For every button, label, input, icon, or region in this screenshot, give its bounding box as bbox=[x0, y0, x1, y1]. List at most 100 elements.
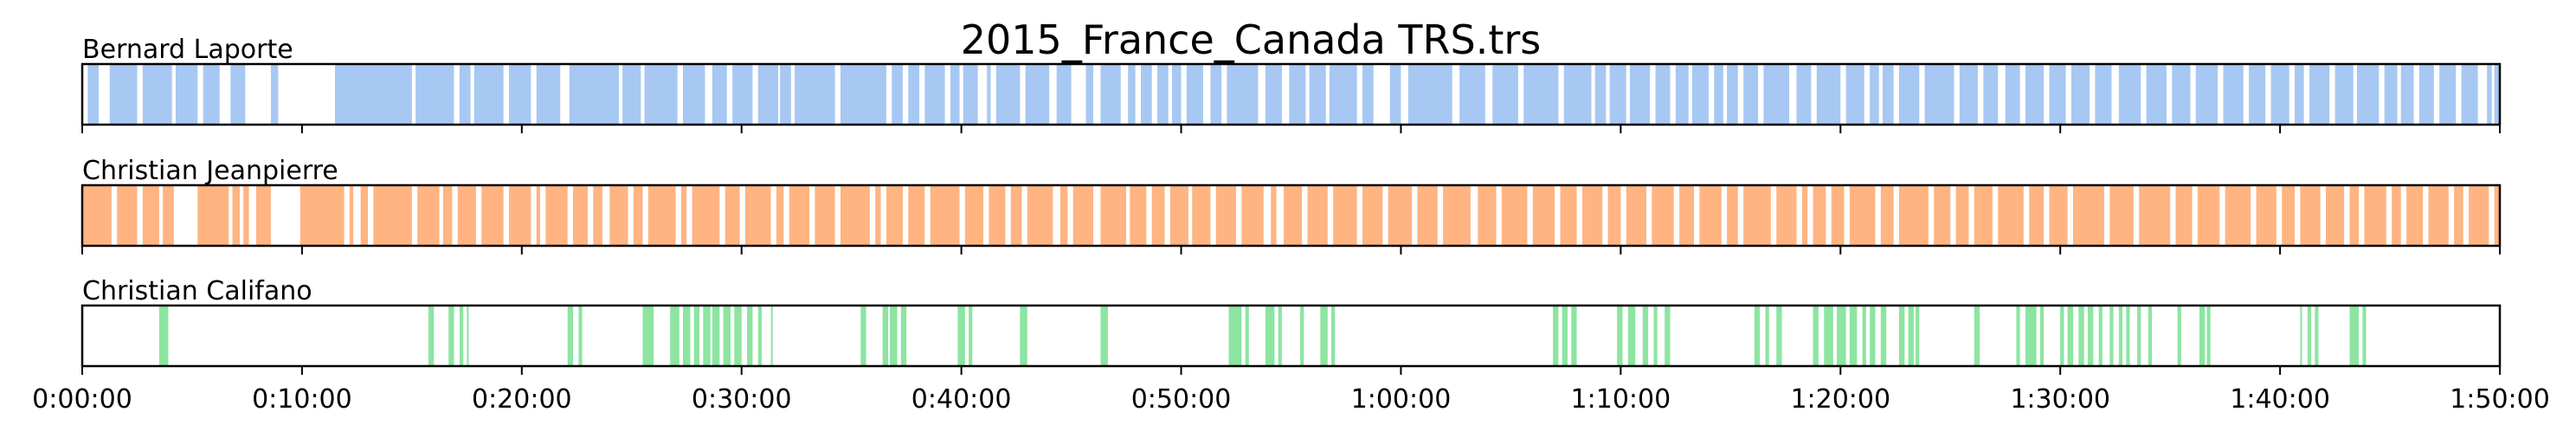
speech-segment bbox=[957, 306, 965, 366]
speech-segment bbox=[989, 185, 1006, 246]
speech-segment bbox=[2418, 64, 2434, 125]
speech-segment bbox=[609, 185, 628, 246]
speech-segment bbox=[2039, 306, 2045, 366]
speech-segment bbox=[1563, 64, 1592, 125]
speech-segment bbox=[1560, 185, 1577, 246]
chart-title: 2015_France_Canada TRS.trs bbox=[961, 16, 1541, 63]
speech-segment bbox=[642, 306, 654, 366]
speech-segment bbox=[1362, 64, 1374, 125]
speech-segment bbox=[633, 185, 643, 246]
speech-segment bbox=[459, 64, 471, 125]
speech-segment bbox=[1870, 306, 1876, 366]
x-tick-label: 0:40:00 bbox=[911, 384, 1012, 415]
speech-segment bbox=[2109, 306, 2114, 366]
speech-segment bbox=[964, 185, 984, 246]
speech-segment bbox=[2195, 64, 2219, 125]
speech-segment bbox=[2098, 306, 2103, 366]
x-tick-label: 1:20:00 bbox=[1790, 384, 1890, 415]
speech-segment bbox=[860, 306, 866, 366]
speech-segment bbox=[2325, 185, 2345, 246]
speech-segment bbox=[1652, 185, 1674, 246]
speech-segment bbox=[1617, 306, 1623, 366]
speech-segment bbox=[1679, 185, 1694, 246]
speech-segment bbox=[1831, 185, 1845, 246]
speech-segment bbox=[1265, 64, 1282, 125]
speech-segment bbox=[2256, 185, 2277, 246]
x-tick-label: 0:20:00 bbox=[472, 384, 572, 415]
speech-segment bbox=[270, 64, 279, 125]
speech-segment bbox=[569, 64, 619, 125]
speech-segment bbox=[175, 64, 198, 125]
speech-segment bbox=[1056, 64, 1072, 125]
speech-segment bbox=[2148, 306, 2152, 366]
speech-segment bbox=[1100, 306, 1108, 366]
speech-segment bbox=[1020, 306, 1027, 366]
speech-segment bbox=[1765, 306, 1769, 366]
speech-segment bbox=[2072, 185, 2104, 246]
speech-segment bbox=[2364, 185, 2386, 246]
speech-segment bbox=[780, 64, 791, 125]
speech-segment bbox=[815, 185, 835, 246]
x-tick-label: 0:00:00 bbox=[32, 384, 132, 415]
track-frame bbox=[80, 304, 2502, 368]
speaker-name: Bernard Laporte bbox=[82, 35, 293, 65]
speech-segment bbox=[2295, 64, 2304, 125]
speech-segment bbox=[1665, 306, 1671, 366]
speech-segment bbox=[1816, 64, 1841, 125]
speech-segment bbox=[723, 306, 731, 366]
speech-segment bbox=[360, 185, 369, 246]
speech-segment bbox=[734, 306, 742, 366]
speech-segment bbox=[2400, 64, 2414, 125]
speech-segment bbox=[1882, 64, 1894, 125]
speech-segment bbox=[1983, 64, 1999, 125]
speech-segment bbox=[1157, 64, 1169, 125]
speech-segment bbox=[683, 64, 705, 125]
speech-segment bbox=[82, 185, 112, 246]
x-tick-label: 1:30:00 bbox=[2010, 384, 2110, 415]
x-tick-label: 1:00:00 bbox=[1351, 384, 1452, 415]
speech-segment bbox=[349, 185, 354, 246]
speech-segment bbox=[2356, 64, 2380, 125]
speech-segment bbox=[1801, 185, 1808, 246]
speech-segment bbox=[1908, 306, 1914, 366]
speech-segment bbox=[2384, 64, 2398, 125]
x-tick-label: 1:10:00 bbox=[1571, 384, 1671, 415]
speech-segment bbox=[2315, 306, 2319, 366]
speech-segment bbox=[950, 64, 960, 125]
speech-segment bbox=[882, 306, 888, 366]
time-axis: 0:00:00 0:10:00 0:20:00 0:30:00 0:40:00 0:50:… bbox=[32, 384, 2550, 415]
speech-segment bbox=[1227, 64, 1259, 125]
speech-segment bbox=[840, 185, 870, 246]
speech-segment bbox=[789, 185, 810, 246]
speech-segment bbox=[712, 306, 720, 366]
speech-segment bbox=[647, 185, 676, 246]
speech-segment bbox=[536, 185, 540, 246]
speech-segment bbox=[1085, 64, 1093, 125]
speech-segment bbox=[900, 306, 907, 366]
speech-segment bbox=[683, 306, 691, 366]
speech-segment bbox=[1870, 64, 1879, 125]
speech-segment bbox=[770, 306, 773, 366]
speech-segment bbox=[1849, 306, 1858, 366]
speech-segment bbox=[622, 64, 641, 125]
speech-segment bbox=[2126, 306, 2130, 366]
speech-segment bbox=[1955, 185, 1969, 246]
speech-segment bbox=[1754, 306, 1761, 366]
speech-segment bbox=[2139, 185, 2171, 246]
speech-segment bbox=[1241, 185, 1264, 246]
speech-segment bbox=[442, 185, 453, 246]
speech-segment bbox=[2118, 64, 2141, 125]
speech-segment bbox=[2406, 185, 2424, 246]
speech-segment bbox=[256, 185, 271, 246]
speech-segment bbox=[2487, 64, 2492, 125]
speech-segment bbox=[1627, 306, 1636, 366]
speech-segment bbox=[1128, 64, 1136, 125]
speech-segment bbox=[1059, 185, 1068, 246]
speech-segment bbox=[142, 185, 159, 246]
speaker-track: Christian Jeanpierre bbox=[80, 156, 2502, 254]
speech-segment bbox=[2249, 64, 2266, 125]
speaker-name: Christian Jeanpierre bbox=[82, 156, 338, 186]
speech-segment bbox=[1072, 185, 1093, 246]
speech-segment bbox=[1607, 185, 1621, 246]
